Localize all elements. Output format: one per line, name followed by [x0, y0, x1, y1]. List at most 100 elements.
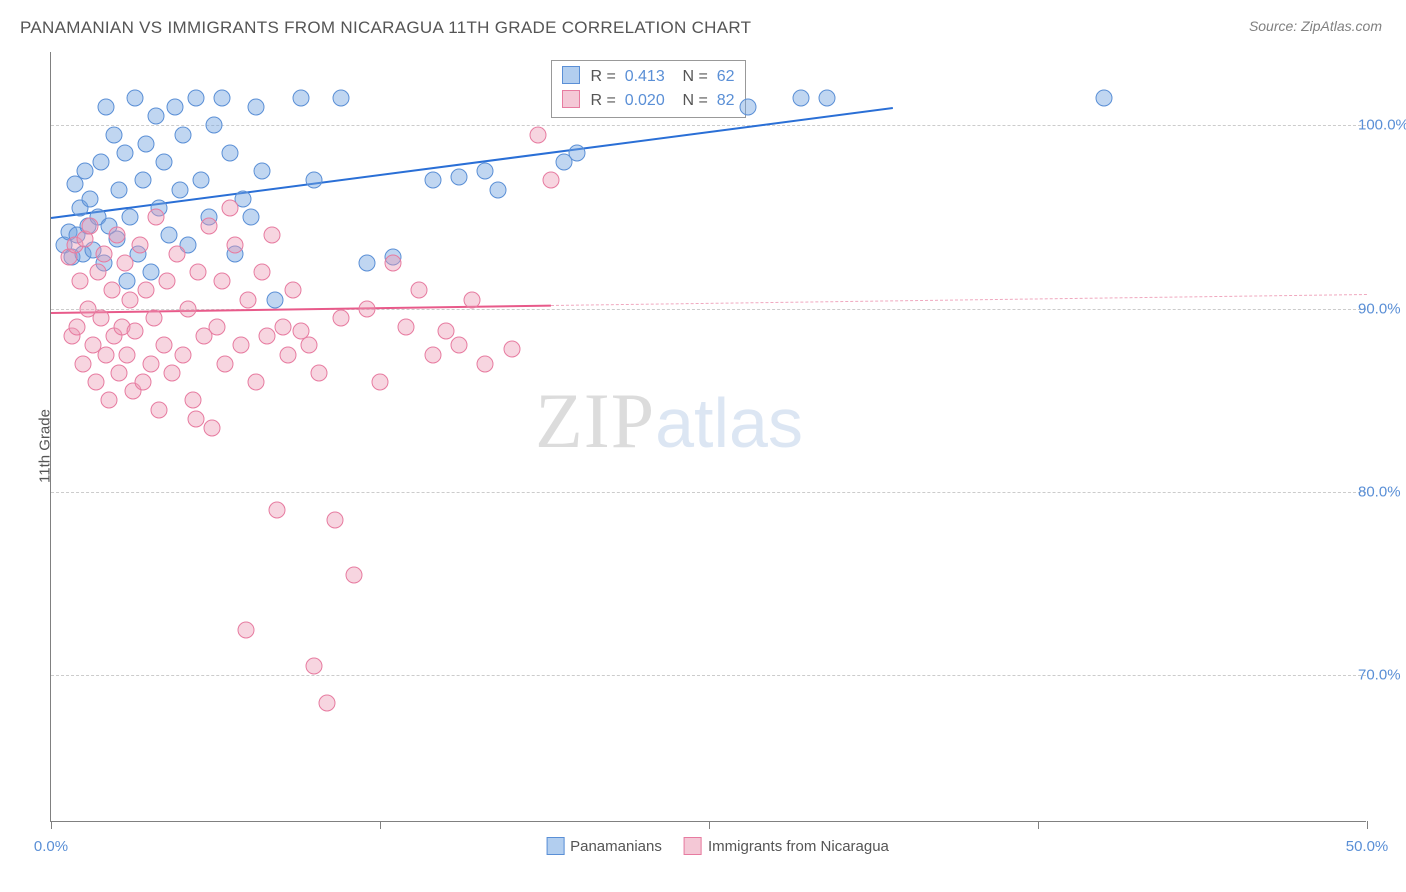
data-point	[253, 264, 270, 281]
data-point	[174, 346, 191, 363]
data-point	[221, 144, 238, 161]
data-point	[464, 291, 481, 308]
data-point	[87, 374, 104, 391]
data-point	[116, 144, 133, 161]
data-point	[450, 337, 467, 354]
data-point	[232, 337, 249, 354]
data-point	[214, 273, 231, 290]
data-point	[793, 89, 810, 106]
data-point	[216, 355, 233, 372]
data-point	[174, 126, 191, 143]
data-point	[208, 319, 225, 336]
x-tick	[51, 821, 52, 829]
data-point	[237, 621, 254, 638]
y-tick-label: 80.0%	[1358, 484, 1406, 501]
data-point	[214, 89, 231, 106]
data-point	[148, 108, 165, 125]
data-point	[424, 172, 441, 189]
data-point	[327, 511, 344, 528]
data-point	[108, 227, 125, 244]
data-point	[269, 502, 286, 519]
data-point	[143, 355, 160, 372]
data-point	[135, 172, 152, 189]
data-point	[95, 245, 112, 262]
legend-row-panamanians: R = 0.413 N = 62	[562, 65, 735, 89]
data-point	[185, 392, 202, 409]
data-point	[306, 658, 323, 675]
data-point	[819, 89, 836, 106]
legend-label-nicaragua: Immigrants from Nicaragua	[708, 838, 889, 855]
x-tick	[1367, 821, 1368, 829]
data-point	[258, 328, 275, 345]
data-point	[82, 190, 99, 207]
data-point	[106, 126, 123, 143]
plot-area: ZIPatlas R = 0.413 N = 62 R = 0.020 N = …	[50, 52, 1366, 822]
data-point	[166, 99, 183, 116]
data-point	[319, 694, 336, 711]
data-point	[71, 273, 88, 290]
data-point	[127, 322, 144, 339]
data-point	[200, 218, 217, 235]
data-point	[279, 346, 296, 363]
data-point	[148, 209, 165, 226]
x-tick	[380, 821, 381, 829]
swatch-pink	[562, 90, 580, 108]
data-point	[98, 99, 115, 116]
correlation-legend: R = 0.413 N = 62 R = 0.020 N = 82	[551, 60, 746, 118]
data-point	[311, 364, 328, 381]
data-point	[437, 322, 454, 339]
data-point	[477, 163, 494, 180]
legend-label-panamanians: Panamanians	[570, 838, 662, 855]
data-point	[293, 89, 310, 106]
data-point	[179, 300, 196, 317]
data-point	[187, 89, 204, 106]
data-point	[477, 355, 494, 372]
data-point	[100, 392, 117, 409]
data-point	[135, 374, 152, 391]
data-point	[193, 172, 210, 189]
data-point	[190, 264, 207, 281]
data-point	[490, 181, 507, 198]
data-point	[137, 135, 154, 152]
data-point	[411, 282, 428, 299]
data-point	[187, 410, 204, 427]
data-point	[127, 89, 144, 106]
gridline	[51, 125, 1366, 126]
swatch-pink	[684, 837, 702, 855]
data-point	[150, 401, 167, 418]
data-point	[248, 99, 265, 116]
data-point	[158, 273, 175, 290]
swatch-blue	[546, 837, 564, 855]
data-point	[529, 126, 546, 143]
data-point	[203, 419, 220, 436]
data-point	[74, 355, 91, 372]
data-point	[503, 341, 520, 358]
data-point	[372, 374, 389, 391]
data-point	[116, 254, 133, 271]
data-point	[137, 282, 154, 299]
y-tick-label: 70.0%	[1358, 667, 1406, 684]
watermark: ZIPatlas	[535, 376, 803, 466]
data-point	[98, 346, 115, 363]
data-point	[121, 291, 138, 308]
data-point	[385, 254, 402, 271]
data-point	[156, 337, 173, 354]
data-point	[424, 346, 441, 363]
data-point	[398, 319, 415, 336]
data-point	[1095, 89, 1112, 106]
data-point	[243, 209, 260, 226]
trend-line	[51, 107, 893, 219]
data-point	[253, 163, 270, 180]
data-point	[111, 364, 128, 381]
data-point	[345, 566, 362, 583]
data-point	[161, 227, 178, 244]
data-point	[450, 168, 467, 185]
data-point	[164, 364, 181, 381]
x-tick	[1038, 821, 1039, 829]
data-point	[358, 300, 375, 317]
data-point	[111, 181, 128, 198]
data-point	[156, 154, 173, 171]
data-point	[103, 282, 120, 299]
series-legend: Panamanians Immigrants from Nicaragua	[528, 837, 889, 855]
data-point	[266, 291, 283, 308]
